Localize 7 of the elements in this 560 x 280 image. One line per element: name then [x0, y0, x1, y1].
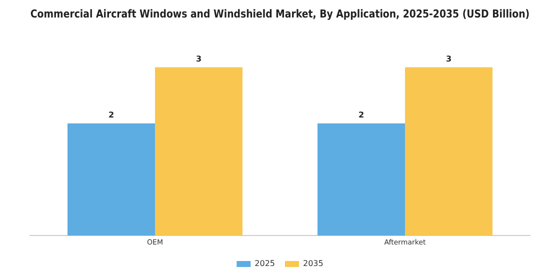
chart-title: Commercial Aircraft Windows and Windshield Market, By Application, 2025-2035 (USD Billion) — [30, 8, 530, 21]
legend-label: 2035 — [303, 259, 324, 268]
legend-label: 2025 — [254, 259, 275, 268]
data-label: 3 — [196, 54, 202, 64]
data-label: 3 — [446, 54, 452, 64]
data-label: 2 — [358, 110, 364, 120]
data-label: 2 — [108, 110, 114, 120]
